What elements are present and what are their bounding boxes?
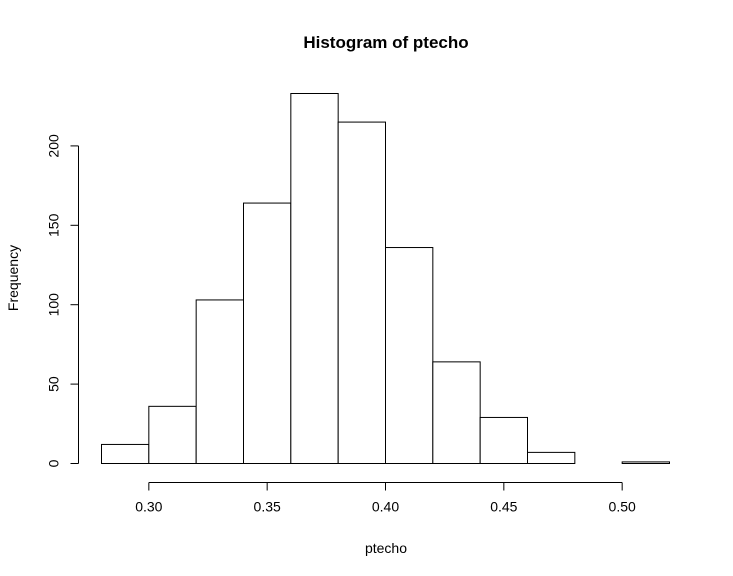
- x-tick-label: 0.40: [372, 499, 399, 515]
- histogram-bar: [243, 202, 292, 465]
- y-axis: 0 50 100 150 200: [46, 134, 79, 467]
- y-tick-label: 0: [46, 459, 62, 467]
- chart-title: Histogram of ptecho: [303, 33, 468, 52]
- histogram-bar: [101, 443, 150, 465]
- y-tick-label: 100: [46, 293, 62, 317]
- y-tick-label: 150: [46, 213, 62, 237]
- histogram-bar: [337, 121, 386, 465]
- x-axis: 0.30 0.35 0.40 0.45 0.50: [135, 482, 636, 515]
- x-tick-label: 0.35: [254, 499, 281, 515]
- histogram-bar: [148, 405, 197, 464]
- histogram-bar: [527, 451, 576, 465]
- x-tick-label: 0.30: [135, 499, 162, 515]
- y-tick-label: 50: [46, 376, 62, 392]
- histogram-bar: [621, 461, 671, 465]
- y-axis-label: Frequency: [5, 245, 21, 311]
- histogram-bar: [385, 247, 434, 464]
- histogram-bar: [432, 361, 481, 465]
- histogram-bar: [195, 299, 245, 464]
- histogram-bar: [290, 93, 339, 464]
- histogram-bar: [479, 416, 528, 464]
- x-axis-label: ptecho: [365, 540, 407, 556]
- bars-group: [101, 93, 671, 465]
- y-tick-label: 200: [46, 134, 62, 158]
- x-tick-label: 0.45: [490, 499, 517, 515]
- x-tick-label: 0.50: [609, 499, 636, 515]
